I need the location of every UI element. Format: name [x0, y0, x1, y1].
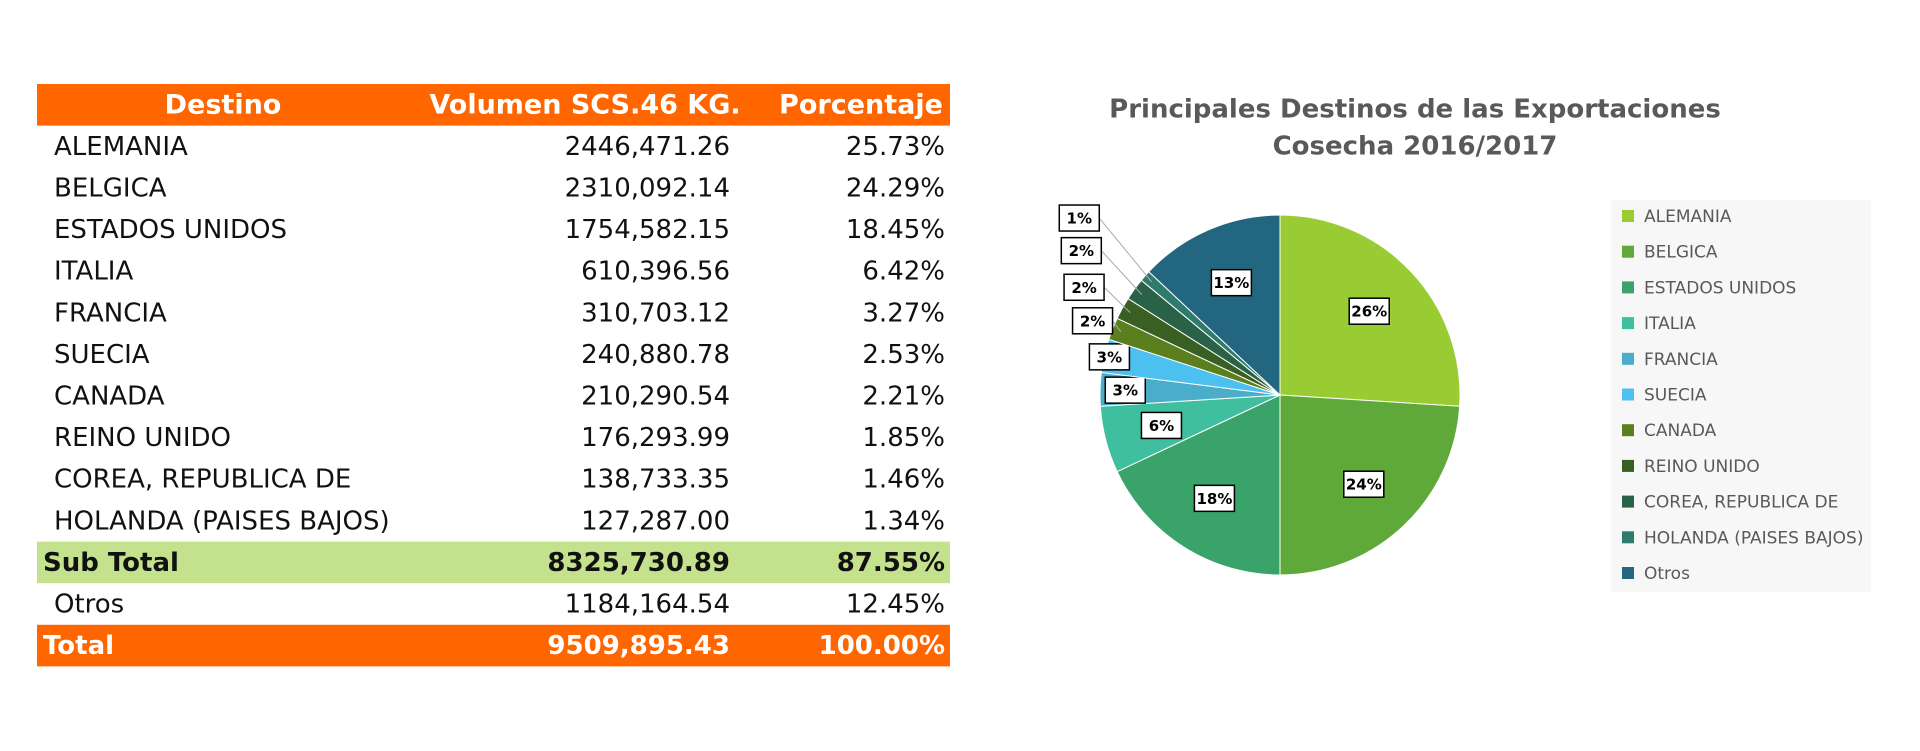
data-label: 2% — [1080, 312, 1105, 330]
row-percent: 18.45% — [846, 215, 945, 245]
legend-swatch — [1622, 495, 1634, 508]
row-percent: 1.85% — [862, 423, 945, 453]
legend-label: ITALIA — [1644, 314, 1696, 334]
leader-line — [1112, 320, 1122, 333]
header-cell: Destino — [165, 89, 282, 120]
subtotal-label: Sub Total — [43, 548, 179, 578]
leader-line — [1098, 217, 1153, 283]
row-label: FRANCIA — [54, 298, 167, 328]
subtotal-volume: 8325,730.89 — [547, 548, 730, 578]
row-volume: 2446,471.26 — [565, 132, 730, 162]
row-volume: 176,293.99 — [581, 423, 730, 453]
total-bg — [37, 624, 950, 667]
others-percent: 12.45% — [846, 590, 945, 620]
row-volume: 127,287.00 — [581, 506, 730, 536]
legend-label: Otros — [1644, 564, 1690, 584]
data-label-box — [1071, 307, 1114, 335]
data-label: 26% — [1351, 303, 1387, 321]
data-label: 13% — [1213, 274, 1249, 292]
legend-label: BELGICA — [1644, 243, 1718, 263]
legend-swatch — [1622, 424, 1634, 437]
legend-label: FRANCIA — [1644, 350, 1718, 370]
pie-slice — [1148, 214, 1281, 397]
leader-line — [1100, 250, 1143, 295]
legend-swatch — [1622, 210, 1634, 222]
row-percent: 24.29% — [846, 174, 945, 204]
legend-label: HOLANDA (PAISES BAJOS) — [1644, 528, 1863, 548]
leader-line — [1103, 286, 1131, 313]
subtotal-bg — [37, 541, 950, 584]
data-label: 3% — [1113, 382, 1138, 400]
row-volume: 610,396.56 — [581, 257, 730, 287]
total-volume: 9509,895.43 — [547, 631, 730, 661]
others-volume: 1184,164.54 — [565, 590, 730, 620]
header-cell: Volumen SCS.46 KG. — [429, 89, 740, 120]
data-label-box — [1343, 470, 1385, 498]
legend-swatch — [1622, 567, 1634, 579]
legend-swatch — [1622, 531, 1634, 544]
subtotal-percent: 87.55% — [837, 548, 945, 578]
row-label: ITALIA — [54, 257, 133, 287]
row-volume: 138,733.35 — [581, 465, 730, 495]
legend-box — [1611, 200, 1871, 592]
row-percent: 2.21% — [862, 382, 945, 412]
total-percent: 100.00% — [819, 631, 945, 661]
row-label: REINO UNIDO — [54, 423, 231, 453]
legend-label: REINO UNIDO — [1644, 457, 1760, 477]
row-label: HOLANDA (PAISES BAJOS) — [54, 506, 390, 536]
legend-label: CANADA — [1644, 421, 1717, 441]
legend-label: COREA, REPUBLICA DE — [1644, 493, 1838, 513]
row-label: BELGICA — [54, 174, 167, 204]
legend-swatch — [1622, 281, 1634, 294]
row-percent: 25.73% — [846, 132, 945, 162]
legend-label: SUECIA — [1644, 386, 1707, 406]
header-bg — [37, 84, 950, 126]
header-cell: Porcentaje — [779, 89, 943, 120]
row-volume: 1754,582.15 — [565, 215, 730, 245]
data-label: 2% — [1071, 279, 1096, 297]
row-volume: 240,880.78 — [581, 340, 730, 370]
chart-title: Principales Destinos de las Exportacione… — [1109, 95, 1721, 125]
data-label: 1% — [1067, 210, 1092, 228]
data-label-box — [1348, 297, 1390, 325]
row-volume: 210,290.54 — [581, 382, 730, 412]
row-label: SUECIA — [54, 340, 150, 370]
row-label: ESTADOS UNIDOS — [54, 215, 287, 245]
data-label: 6% — [1149, 417, 1174, 435]
legend-swatch — [1622, 459, 1634, 472]
row-percent: 3.27% — [862, 298, 945, 328]
data-label-box — [1063, 273, 1105, 302]
row-label: COREA, REPUBLICA DE — [54, 465, 351, 495]
row-volume: 2310,092.14 — [565, 174, 730, 204]
legend-label: ESTADOS UNIDOS — [1644, 278, 1796, 298]
chart-subtitle: Cosecha 2016/2017 — [1273, 132, 1558, 162]
others-label: Otros — [54, 590, 124, 620]
row-volume: 310,703.12 — [581, 298, 730, 328]
data-label-box — [1060, 236, 1103, 265]
data-label: 18% — [1196, 490, 1232, 508]
legend-label: ALEMANIA — [1644, 207, 1732, 227]
row-label: CANADA — [54, 382, 165, 412]
row-percent: 1.46% — [862, 465, 945, 495]
legend-swatch — [1622, 388, 1634, 401]
row-percent: 1.34% — [862, 506, 945, 536]
row-percent: 6.42% — [862, 257, 945, 287]
data-label-box — [1058, 204, 1101, 232]
data-label-box — [1104, 376, 1147, 404]
data-label: 3% — [1097, 348, 1122, 366]
data-label-box — [1140, 411, 1183, 440]
legend-swatch — [1622, 245, 1634, 258]
total-label: Total — [43, 631, 114, 661]
data-label-box — [1088, 343, 1131, 371]
row-label: ALEMANIA — [54, 132, 188, 162]
data-label-box — [1193, 484, 1236, 513]
data-label: 2% — [1069, 242, 1094, 260]
row-percent: 2.53% — [862, 340, 945, 370]
legend-swatch — [1622, 352, 1634, 365]
legend-swatch — [1622, 317, 1634, 330]
data-label-box — [1210, 268, 1253, 297]
data-label: 24% — [1346, 476, 1382, 494]
